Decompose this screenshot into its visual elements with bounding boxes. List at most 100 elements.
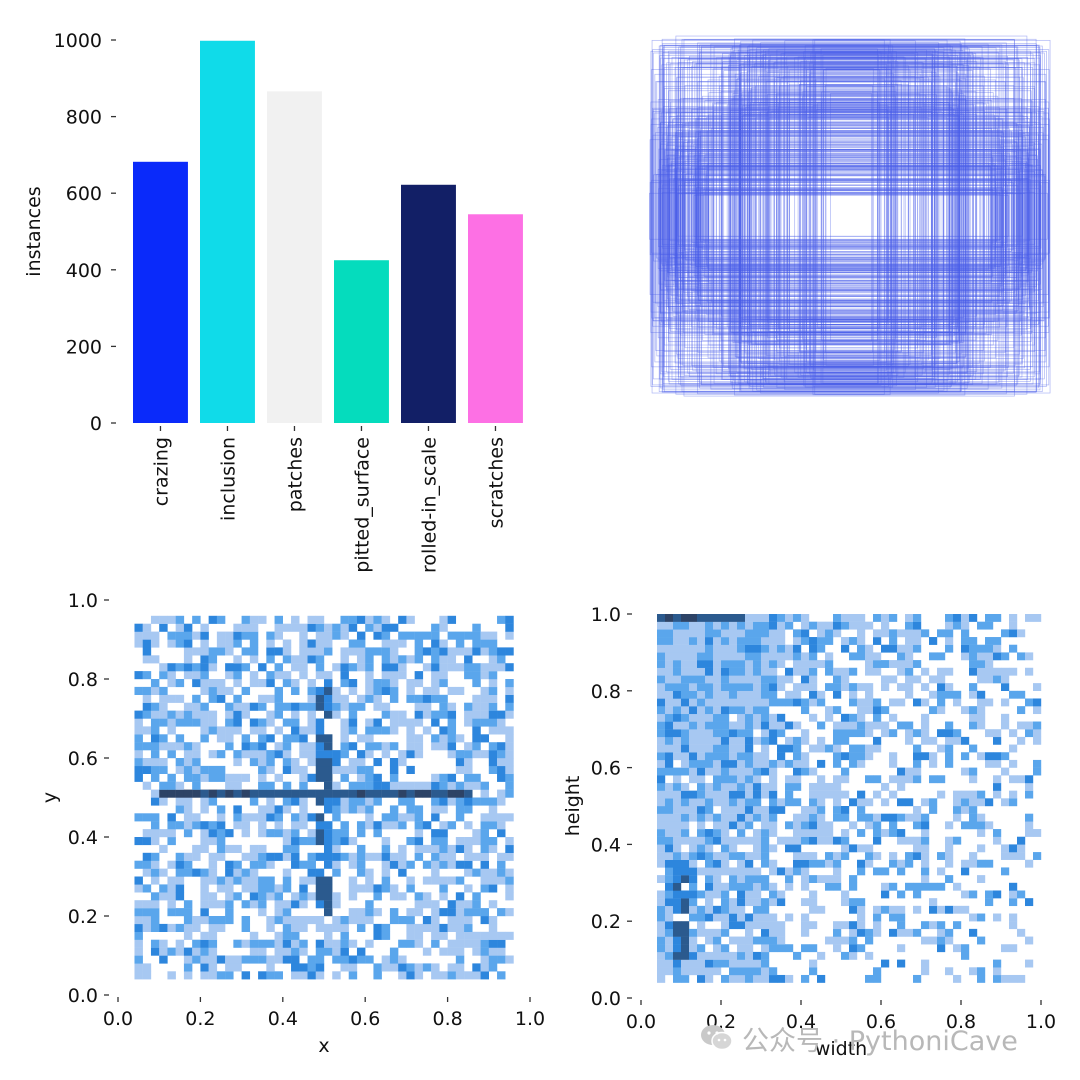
heatmap-cell bbox=[340, 671, 349, 680]
bar-patches bbox=[267, 91, 322, 424]
heatmap-cell bbox=[200, 631, 209, 640]
heatmap-cell bbox=[721, 921, 730, 930]
heatmap-cell bbox=[299, 671, 308, 680]
heatmap-cell bbox=[348, 805, 358, 814]
heatmap-cell bbox=[291, 765, 300, 774]
heatmap-cell bbox=[801, 944, 810, 953]
heatmap-cell bbox=[324, 623, 333, 632]
heatmap-cell bbox=[977, 621, 986, 630]
bounding-box bbox=[649, 181, 1049, 256]
heatmap-cell bbox=[1025, 667, 1034, 676]
heatmap-cell bbox=[414, 939, 424, 948]
heatmap-cell bbox=[274, 908, 283, 917]
heatmap-cell bbox=[825, 683, 834, 691]
heatmap-cell bbox=[373, 963, 382, 972]
heatmap-cell bbox=[274, 694, 283, 703]
bounding-box bbox=[660, 141, 1040, 292]
heatmap-cell bbox=[777, 798, 786, 807]
heatmap-cell bbox=[737, 675, 746, 684]
bounding-box bbox=[778, 73, 921, 362]
heatmap-cell bbox=[208, 900, 218, 909]
heatmap-cell bbox=[737, 821, 746, 830]
heatmap-cell bbox=[505, 710, 514, 719]
heatmap-cell bbox=[809, 959, 818, 968]
heatmap-cell bbox=[192, 844, 201, 853]
bounding-box bbox=[701, 45, 1001, 386]
heatmap-cell bbox=[681, 713, 690, 722]
bounding-box bbox=[663, 85, 1036, 352]
heatmap-cell bbox=[1033, 829, 1042, 837]
bounding-box bbox=[663, 106, 1040, 325]
heatmap-cell bbox=[753, 852, 762, 860]
heatmap-cell bbox=[825, 875, 834, 883]
heatmap-cell bbox=[657, 944, 666, 953]
heatmap-cell bbox=[857, 813, 866, 822]
heatmap-cell bbox=[307, 718, 316, 727]
bounding-box bbox=[722, 52, 977, 380]
heatmap-cell bbox=[134, 734, 143, 743]
heatmap-cell bbox=[745, 951, 754, 960]
heatmap-cell bbox=[937, 706, 946, 715]
heatmap-cell bbox=[953, 621, 962, 630]
heatmap-cell bbox=[689, 875, 698, 883]
heatmap-cell bbox=[705, 844, 714, 853]
heatmap-cell bbox=[665, 890, 674, 899]
heatmap-cell bbox=[406, 884, 415, 893]
heatmap-cell bbox=[258, 844, 267, 853]
heatmap-cell bbox=[1033, 614, 1042, 622]
heatmap-cell bbox=[299, 813, 308, 822]
heatmap-cell bbox=[953, 729, 962, 738]
bounding-box bbox=[746, 102, 951, 336]
heatmap-cell bbox=[905, 637, 914, 645]
heatmap-cell bbox=[324, 671, 333, 680]
heatmap-cell bbox=[183, 797, 193, 806]
heatmap-cell bbox=[785, 821, 794, 830]
heatmap-cell bbox=[809, 690, 818, 699]
heatmap-cell bbox=[192, 813, 201, 822]
heatmap-cell bbox=[993, 829, 1002, 837]
bounding-box bbox=[695, 118, 1004, 320]
bounding-box bbox=[658, 148, 1041, 285]
heatmap-cell bbox=[737, 898, 746, 907]
heatmap-cell bbox=[897, 782, 906, 791]
heatmap-cell bbox=[356, 797, 366, 806]
bounding-box bbox=[688, 130, 1012, 302]
heatmap-cell bbox=[721, 852, 730, 860]
bounding-box bbox=[659, 159, 1038, 272]
heatmap-cell bbox=[258, 860, 267, 869]
heatmap-cell bbox=[497, 947, 506, 956]
heatmap-cell bbox=[873, 813, 882, 822]
heatmap-cell bbox=[389, 773, 399, 782]
heatmap-cell bbox=[681, 852, 690, 860]
heatmap-cell bbox=[348, 686, 358, 695]
heatmap-cell bbox=[365, 718, 374, 727]
heatmap-cell bbox=[809, 852, 818, 860]
heatmap-cell bbox=[945, 736, 954, 745]
heatmap-cell bbox=[945, 729, 954, 738]
heatmap-cell bbox=[881, 959, 890, 968]
heatmap-cell bbox=[833, 813, 842, 822]
heatmap-cell bbox=[389, 686, 399, 695]
bounding-box bbox=[815, 78, 886, 353]
heatmap-cell bbox=[897, 913, 906, 922]
bounding-box bbox=[822, 54, 879, 384]
heatmap-cell bbox=[249, 797, 259, 806]
heatmap-cell bbox=[889, 660, 898, 668]
heatmap-cell bbox=[769, 882, 778, 891]
heatmap-cell bbox=[873, 706, 882, 715]
heatmap-cell bbox=[175, 631, 185, 640]
heatmap-cell bbox=[282, 844, 292, 853]
heatmap-cell bbox=[497, 931, 506, 940]
heatmap-cell bbox=[713, 721, 722, 730]
heatmap-cell bbox=[225, 860, 234, 869]
bounding-box bbox=[721, 66, 981, 364]
heatmap-cell bbox=[657, 660, 666, 668]
heatmap-cell bbox=[873, 852, 882, 860]
heatmap-cell bbox=[665, 667, 674, 676]
heatmap-cell bbox=[921, 698, 930, 707]
heatmap-cell bbox=[150, 797, 160, 806]
heatmap-cell bbox=[681, 829, 690, 837]
heatmap-cell bbox=[340, 797, 349, 806]
heatmap-cell bbox=[785, 644, 794, 653]
heatmap-cell bbox=[192, 781, 201, 790]
